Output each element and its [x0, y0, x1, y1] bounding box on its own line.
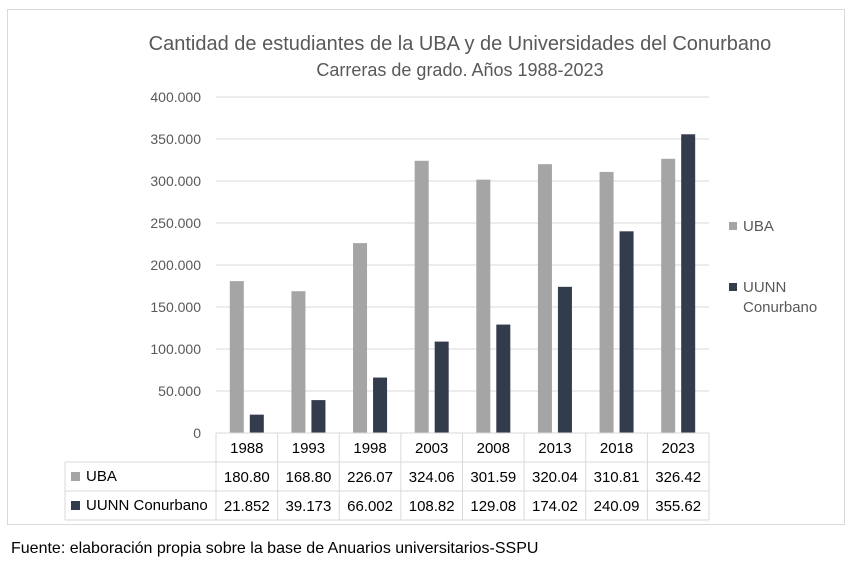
chart-title: Cantidad de estudiantes de la UBA y de U… [149, 33, 772, 55]
bar-uba [599, 171, 614, 433]
legend-key [729, 283, 737, 291]
y-tick-label: 200.000 [150, 257, 201, 273]
bar-uunn-conurbano [619, 231, 634, 433]
bar-uba [414, 160, 429, 433]
x-tick-label: 1988 [230, 440, 263, 457]
y-tick-label: 300.000 [150, 173, 201, 189]
y-tick-label: 350.000 [150, 131, 201, 147]
bar-uba [537, 164, 552, 434]
source-note: Fuente: elaboración propia sobre la base… [11, 540, 539, 557]
table-series-name: UBA [86, 468, 117, 485]
x-tick-label: 2003 [415, 440, 448, 457]
bar-uunn-conurbano [681, 134, 696, 433]
chart-frame: Cantidad de estudiantes de la UBA y de U… [7, 9, 845, 525]
y-tick-label: 0 [193, 425, 201, 441]
data-table: 1988 1993 1998 2003 2008 2013 2018 2023 UBA 180.8… [64, 432, 710, 521]
y-tick-label: 150.000 [150, 299, 201, 315]
table-cell: 21.852 [224, 498, 270, 515]
y-axis-ticks: 0 50.000 100.000 150.000 200.000 250.000 300.0… [150, 89, 201, 441]
table-cell: 240.09 [594, 498, 640, 515]
bar-uunn-conurbano [373, 377, 388, 433]
bar-uba [291, 291, 306, 433]
table-cell: 301.59 [470, 469, 516, 486]
y-tick-label: 50.000 [158, 383, 201, 399]
bar-uba [476, 179, 491, 433]
bar-uba [229, 281, 244, 433]
y-tick-label: 250.000 [150, 215, 201, 231]
table-cell: 180.80 [224, 469, 270, 486]
legend: UBA UUNN Conurbano [729, 218, 817, 316]
table-cell: 310.81 [594, 469, 640, 486]
table-cell: 66.002 [347, 498, 393, 515]
x-tick-label: 2013 [538, 440, 571, 457]
legend-label: UUNN [743, 279, 786, 296]
x-tick-label: 1998 [353, 440, 386, 457]
table-cell: 174.02 [532, 498, 578, 515]
x-tick-label: 2018 [600, 440, 633, 457]
table-cell: 39.173 [285, 498, 331, 515]
x-tick-label: 2008 [477, 440, 510, 457]
table-series-name: UUNN Conurbano [86, 497, 208, 514]
table-cell: 108.82 [409, 498, 455, 515]
legend-key [729, 222, 737, 230]
legend-label: UBA [743, 218, 774, 235]
chart-svg: Cantidad de estudiantes de la UBA y de U… [64, 33, 817, 521]
y-tick-label: 400.000 [150, 89, 201, 105]
gridlines [216, 96, 709, 434]
table-legend-key [71, 501, 80, 510]
table-cell: 226.07 [347, 469, 393, 486]
table-legend-key [71, 472, 80, 481]
bar-uunn-conurbano [557, 286, 572, 433]
bars [229, 134, 696, 434]
y-tick-label: 100.000 [150, 341, 201, 357]
table-cell: 168.80 [285, 469, 331, 486]
bar-uunn-conurbano [249, 414, 264, 433]
bar-uunn-conurbano [496, 324, 511, 433]
x-tick-label: 2023 [662, 440, 695, 457]
table-cell: 326.42 [655, 469, 701, 486]
table-cell: 355.62 [655, 498, 701, 515]
bar-uba [353, 243, 368, 433]
chart-subtitle: Carreras de grado. Años 1988-2023 [316, 60, 603, 80]
legend-label: Conurbano [743, 299, 817, 316]
table-cell: 324.06 [409, 469, 455, 486]
bar-uunn-conurbano [434, 341, 449, 433]
bar-uunn-conurbano [311, 400, 326, 433]
table-cell: 320.04 [532, 469, 578, 486]
table-cell: 129.08 [470, 498, 516, 515]
bar-uba [661, 158, 676, 434]
x-tick-label: 1993 [292, 440, 325, 457]
